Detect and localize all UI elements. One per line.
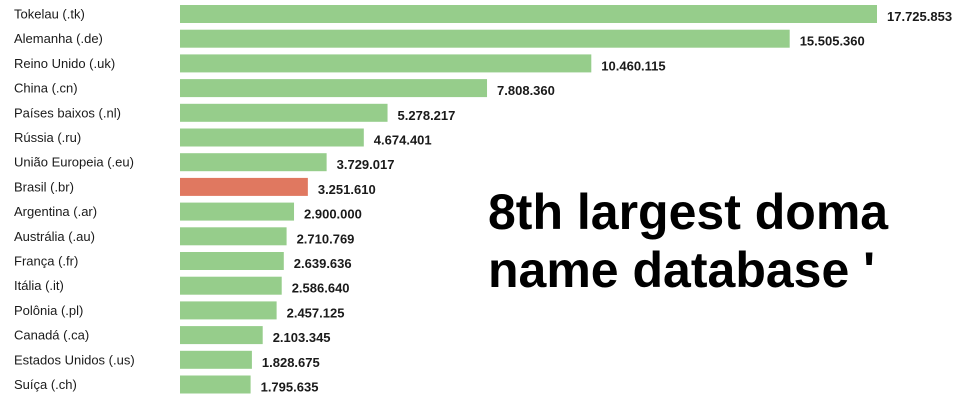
value-label: 2.900.000 [304, 207, 362, 222]
category-label: Rússia (.ru) [14, 130, 81, 145]
bar [180, 103, 388, 122]
category-label: Austrália (.au) [14, 229, 95, 244]
value-label: 2.457.125 [287, 305, 345, 320]
value-label: 3.729.017 [337, 157, 395, 172]
value-label: 17.725.853 [887, 9, 952, 24]
value-label: 15.505.360 [800, 34, 865, 49]
category-label: União Europeia (.eu) [14, 155, 134, 170]
bar [180, 326, 263, 345]
bar [180, 350, 252, 369]
category-label: Polônia (.pl) [14, 303, 83, 318]
value-label: 2.710.769 [297, 231, 355, 246]
category-label: China (.cn) [14, 81, 78, 96]
headline: 8th largest doma name database ' [488, 183, 888, 299]
bar [180, 252, 284, 270]
category-label: Estados Unidos (.us) [14, 352, 135, 367]
bar [180, 375, 251, 394]
value-label: 1.828.675 [262, 355, 320, 370]
bar [180, 29, 790, 48]
value-label: 1.795.635 [261, 380, 319, 394]
value-label: 2.639.636 [294, 256, 352, 271]
value-label: 2.103.345 [273, 330, 331, 345]
value-label: 7.808.360 [497, 83, 555, 98]
bar [180, 227, 287, 246]
value-label: 10.460.115 [601, 58, 665, 73]
category-label: Argentina (.ar) [14, 204, 97, 219]
value-label: 5.278.217 [398, 108, 456, 123]
headline-line-2: name database ' [488, 242, 876, 298]
category-label: Itália (.it) [14, 278, 64, 293]
category-label: Tokelau (.tk) [14, 7, 85, 22]
value-label: 2.586.640 [292, 281, 350, 296]
headline-line-1: 8th largest doma [488, 184, 889, 240]
category-label: Canadá (.ca) [14, 328, 89, 343]
bar [180, 128, 364, 147]
category-label: Suíça (.ch) [14, 377, 77, 392]
bar [180, 5, 877, 23]
bar-highlighted [180, 177, 308, 196]
value-label: 3.251.610 [318, 182, 376, 197]
bar [180, 301, 277, 320]
bar [180, 276, 282, 295]
category-label: França (.fr) [14, 254, 78, 269]
category-label: Reino Unido (.uk) [14, 56, 115, 71]
bar [180, 202, 295, 221]
bar [180, 54, 592, 73]
bar [180, 153, 327, 172]
bar [180, 79, 488, 98]
category-label: Brasil (.br) [14, 179, 74, 194]
category-label: Países baixos (.nl) [14, 105, 121, 120]
category-label: Alemanha (.de) [14, 31, 103, 46]
value-label: 4.674.401 [374, 133, 432, 148]
